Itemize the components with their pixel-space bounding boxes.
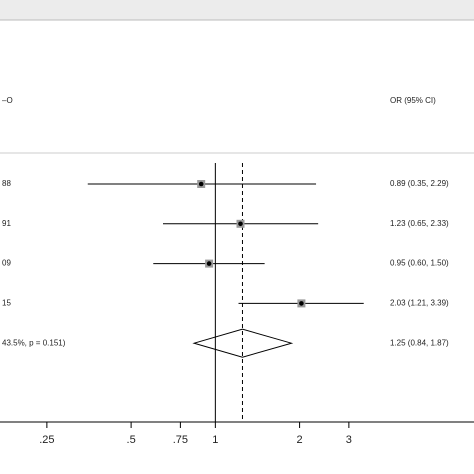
x-tick-label: 1 xyxy=(212,434,218,446)
ci-label: 0.95 (0.60, 1.50) xyxy=(390,259,449,268)
top-bar xyxy=(0,0,474,20)
study-label: 88 xyxy=(2,179,11,188)
x-tick-label: .25 xyxy=(39,434,54,446)
ci-label: 1.25 (0.84, 1.87) xyxy=(390,338,449,347)
point xyxy=(238,221,243,227)
study-label: 09 xyxy=(2,259,11,268)
column-header: –O xyxy=(2,96,13,105)
ci-label: 2.03 (1.21, 3.39) xyxy=(390,299,449,308)
study-label: 15 xyxy=(2,299,11,308)
study-label: 91 xyxy=(2,219,11,228)
x-tick-label: .5 xyxy=(127,434,136,446)
x-tick-label: 2 xyxy=(297,434,303,446)
pooled-diamond xyxy=(192,328,294,358)
point xyxy=(198,181,204,187)
point xyxy=(299,301,304,306)
column-header: OR (95% CI) xyxy=(390,96,436,105)
x-tick-label: 3 xyxy=(346,434,352,446)
x-tick-label: .75 xyxy=(173,434,188,446)
study-label: 43.5%, p = 0.151) xyxy=(2,338,66,347)
ci-label: 1.23 (0.65, 2.33) xyxy=(390,219,449,228)
ci-label: 0.89 (0.35, 2.29) xyxy=(390,179,449,188)
point xyxy=(206,261,212,266)
